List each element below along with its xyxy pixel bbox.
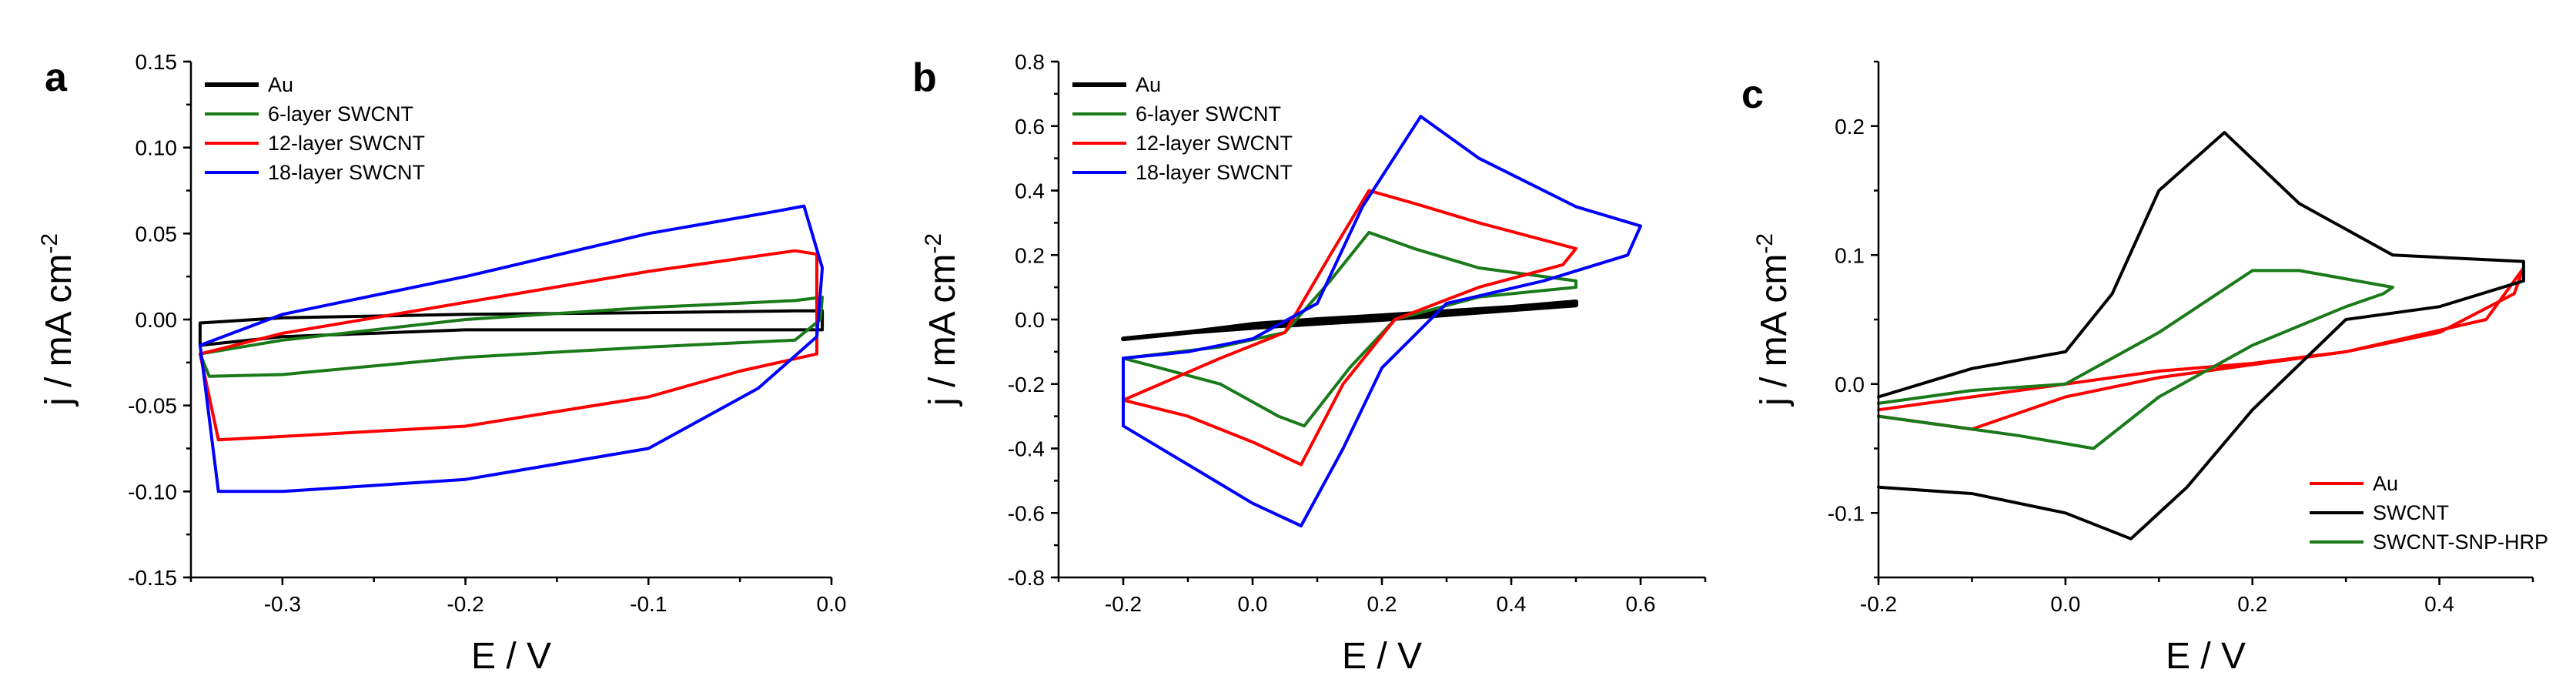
y-axis-title: j / mA cm-2 [921,233,963,407]
panel-label-c: c [1741,72,1764,117]
legend-label: 18-layer SWCNT [1136,161,1293,184]
series-line-6-layer-swcnt [198,296,825,378]
panel-c: c -0.2 0.0 0.2 0.4 -0.1 0.0 0.1 0.2 E / V j / mA c… [1741,60,2548,677]
y-axis-title: j / mA cm-2 [1752,233,1795,407]
y-tick-label: 0.00 [135,308,178,332]
x-tick-label: -0.2 [447,592,483,616]
y-tick-label: -0.8 [1008,566,1045,590]
x-tick-label: 0.0 [1238,592,1268,616]
y-tick-label: 0.0 [1015,308,1045,332]
legend-label: SWCNT [2373,501,2449,524]
series-line-12-layer-swcnt [1122,189,1577,467]
legend-label: 6-layer SWCNT [1136,102,1281,125]
legend-label: SWCNT-SNP-HRP [2373,530,2548,554]
series-group [198,204,825,494]
legend-label: Au [268,73,293,96]
legend-label: Au [2373,472,2398,495]
series-line-18-layer-swcnt [198,204,825,494]
y-axis-title: j / mA cm-2 [37,233,79,407]
y-tick-label: 0.05 [135,222,178,246]
legend-label: 12-layer SWCNT [1136,132,1293,155]
series-line-12-layer-swcnt [198,249,818,442]
legend: Au 6-layer SWCNT 12-layer SWCNT 18-layer SW… [205,73,425,184]
y-tick-label: 0.0 [1835,373,1865,397]
series-group [1121,115,1642,527]
y-tick-label: 0.10 [135,136,178,160]
y-tick-label: -0.6 [1008,501,1045,525]
x-tick-label: -0.2 [1860,592,1897,616]
legend-label: Au [1136,73,1161,96]
legend-label: 12-layer SWCNT [268,132,425,155]
series-line-6-layer-swcnt [1122,230,1577,428]
x-tick-label: 0.4 [1497,592,1527,616]
panel-a: a -0.3 -0.2 -0.1 0.0 -0.15 -0.10 -0.05 0.00 0.05 0… [37,50,846,677]
series-line-au [1121,299,1578,342]
x-tick-label: -0.2 [1105,592,1142,616]
y-tick-label: 0.2 [1015,243,1045,267]
legend-label: 6-layer SWCNT [268,102,413,125]
panel-label-b: b [912,55,937,100]
y-tick-label: -0.05 [128,394,177,418]
legend: Au SWCNT SWCNT-SNP-HRP [2310,472,2548,554]
y-tick-label: 0.4 [1015,179,1045,203]
y-tick-label: 0.2 [1835,115,1865,139]
series-group [1877,131,2525,540]
legend-label: 18-layer SWCNT [268,161,425,184]
x-tick-label: 0.6 [1626,592,1656,616]
series-line-swcnt [1877,131,2525,540]
y-tick-label: 0.8 [1015,50,1045,74]
series-line-au [1877,266,2525,431]
legend: Au 6-layer SWCNT 12-layer SWCNT 18-layer SW… [1072,73,1293,184]
series-line-swcnt-snp-hrp [1877,269,2394,450]
panel-label-a: a [45,55,68,100]
y-tick-label: -0.1 [1828,501,1865,525]
panel-b: b -0.2 0.0 0.2 0.4 0.6 -0.8 -0.6 -0.4 -0.2 0.0 0.2 0… [912,50,1707,677]
x-tick-label: -0.3 [264,592,301,616]
x-tick-label: 0.2 [2237,592,2267,616]
y-tick-label: 0.6 [1015,115,1045,139]
y-tick-label: -0.10 [128,480,177,504]
x-tick-label: 0.2 [1367,592,1397,616]
y-tick-label: -0.4 [1008,437,1045,461]
y-tick-label: 0.1 [1835,243,1865,267]
x-tick-label: 0.0 [817,592,847,616]
x-axis-title: E / V [2166,636,2246,677]
y-tick-label: -0.2 [1008,373,1045,397]
y-tick-label: 0.15 [135,50,178,74]
x-axis-title: E / V [1342,636,1422,677]
y-tick-label: -0.15 [128,566,177,590]
x-tick-label: -0.1 [630,592,667,616]
x-tick-label: 0.4 [2424,592,2454,616]
series-line-18-layer-swcnt [1122,115,1642,527]
x-tick-label: 0.0 [2050,592,2080,616]
x-axis-title: E / V [471,636,551,677]
